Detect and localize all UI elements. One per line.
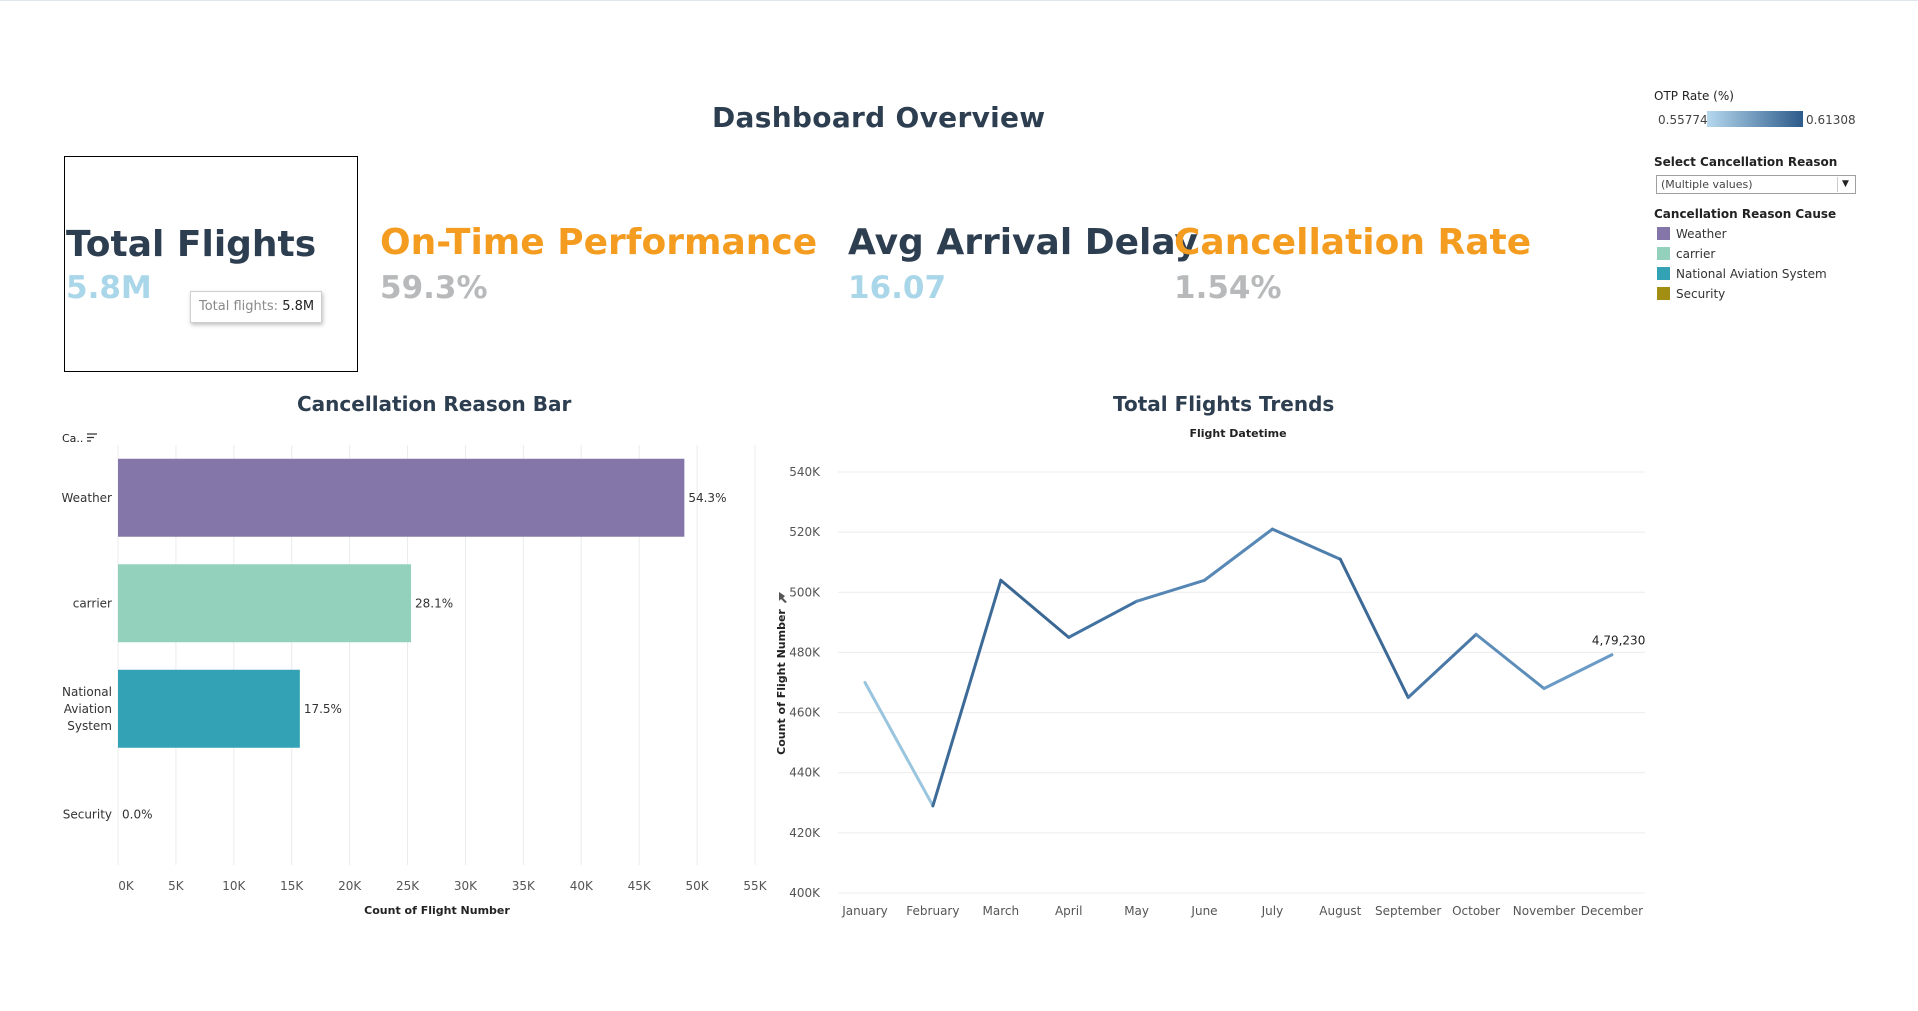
dashboard-title: Dashboard Overview bbox=[712, 101, 1046, 134]
bar-national-aviation-system[interactable] bbox=[118, 669, 300, 748]
x-tick-label: December bbox=[1581, 904, 1643, 918]
y-tick-label: 400K bbox=[789, 886, 821, 900]
avg-delay-label: Avg Arrival Delay bbox=[848, 222, 1198, 263]
x-tick-label: 55K bbox=[743, 879, 767, 893]
otp-rate-max: 0.61308 bbox=[1806, 113, 1856, 127]
x-axis-title: Count of Flight Number bbox=[364, 904, 510, 917]
y-category-label: Security bbox=[63, 807, 112, 821]
x-tick-label: 5K bbox=[168, 879, 185, 893]
bar-weather[interactable] bbox=[118, 458, 685, 537]
y-tick-label: 440K bbox=[789, 766, 821, 780]
bar-data-label: 0.0% bbox=[122, 807, 153, 821]
tooltip-value: 5.8M bbox=[282, 299, 315, 314]
total-flights-line-chart: Flight Datetime Count of Flight Number 400… bbox=[775, 427, 1645, 918]
end-data-label: 4,79,230 bbox=[1592, 634, 1645, 648]
line-segment-september[interactable] bbox=[1338, 557, 1410, 700]
line-segment-may[interactable] bbox=[1067, 599, 1139, 639]
bar-data-label: 28.1% bbox=[415, 596, 453, 610]
sort-icon[interactable] bbox=[87, 433, 97, 442]
sort-header-label: Ca.. bbox=[62, 432, 83, 445]
x-tick-label: 10K bbox=[222, 879, 246, 893]
x-tick-label: August bbox=[1319, 904, 1361, 918]
y-category-label: System bbox=[67, 719, 112, 733]
legend-swatch bbox=[1657, 227, 1670, 240]
y-category-label: Aviation bbox=[64, 702, 112, 716]
line-segment-october[interactable] bbox=[1406, 632, 1478, 700]
y-tick-label: 540K bbox=[789, 465, 821, 479]
total-flights-label: Total Flights bbox=[66, 224, 317, 265]
total-flights-tooltip: Total flights: 5.8M bbox=[190, 291, 322, 323]
legend-item-nas[interactable]: National Aviation System bbox=[1657, 267, 1827, 283]
x-tick-label: March bbox=[983, 904, 1020, 918]
x-tick-label: 0K bbox=[118, 879, 135, 893]
cancellation-reason-bar-chart: Ca.. 0K 5K 10K 15K 20K 25K 30K 35K 40K 45K 50K 55K Co… bbox=[61, 432, 767, 917]
bar-chart-title: Cancellation Reason Bar bbox=[297, 392, 572, 416]
bar-carrier[interactable] bbox=[118, 564, 412, 643]
x-tick-label: September bbox=[1375, 904, 1441, 918]
x-tick-label: 35K bbox=[512, 879, 536, 893]
cancellation-reason-dropdown[interactable]: (Multiple values) ▼ bbox=[1656, 175, 1856, 194]
x-tick-label: 25K bbox=[396, 879, 420, 893]
avg-delay-value[interactable]: 16.07 bbox=[848, 270, 947, 306]
line-segment-december[interactable] bbox=[1542, 653, 1614, 691]
legend-item-security[interactable]: Security bbox=[1657, 287, 1725, 303]
x-tick-label: October bbox=[1452, 904, 1500, 918]
y-tick-label: 460K bbox=[789, 706, 821, 720]
chevron-down-icon[interactable]: ▼ bbox=[1837, 177, 1853, 192]
y-category-label: carrier bbox=[73, 596, 112, 610]
filter-title: Select Cancellation Reason bbox=[1654, 155, 1838, 169]
x-tick-label: July bbox=[1261, 904, 1284, 918]
top-border bbox=[0, 0, 1918, 1]
x-tick-label: 15K bbox=[280, 879, 304, 893]
y-category-label: National bbox=[62, 685, 112, 699]
x-tick-label: 30K bbox=[454, 879, 478, 893]
otp-rate-legend-title: OTP Rate (%) bbox=[1654, 89, 1734, 103]
cancel-rate-value[interactable]: 1.54% bbox=[1174, 270, 1282, 306]
x-tick-label: 45K bbox=[628, 879, 652, 893]
y-tick-label: 480K bbox=[789, 645, 821, 659]
x-tick-label: January bbox=[841, 904, 888, 918]
x-tick-label: February bbox=[906, 904, 959, 918]
x-tick-label: June bbox=[1190, 904, 1217, 918]
line-segment-february[interactable] bbox=[863, 681, 935, 808]
x-tick-label: April bbox=[1055, 904, 1082, 918]
line-segment-march[interactable] bbox=[931, 578, 1003, 808]
x-tick-label: November bbox=[1513, 904, 1575, 918]
tooltip-key: Total flights: bbox=[199, 299, 279, 314]
x-tick-label: 40K bbox=[570, 879, 594, 893]
bar-data-label: 17.5% bbox=[304, 702, 342, 716]
x-tick-label: 20K bbox=[338, 879, 362, 893]
cause-legend-title: Cancellation Reason Cause bbox=[1654, 207, 1837, 221]
otp-rate-gradient bbox=[1707, 111, 1803, 127]
line-segment-july[interactable] bbox=[1203, 527, 1274, 582]
total-flights-value[interactable]: 5.8M bbox=[66, 270, 152, 306]
y-category-label: Weather bbox=[61, 491, 112, 505]
bar-data-label: 54.3% bbox=[688, 491, 726, 505]
otp-value[interactable]: 59.3% bbox=[380, 270, 488, 306]
legend-swatch bbox=[1657, 247, 1670, 260]
total-flights-kpi-selected[interactable] bbox=[64, 156, 358, 372]
otp-rate-min: 0.55774 bbox=[1658, 113, 1708, 127]
line-segment-november[interactable] bbox=[1474, 632, 1546, 691]
legend-item-weather[interactable]: Weather bbox=[1657, 227, 1727, 243]
otp-label: On-Time Performance bbox=[380, 222, 818, 263]
line-chart-title: Total Flights Trends bbox=[1113, 392, 1335, 416]
y-tick-label: 420K bbox=[789, 826, 821, 840]
cancel-rate-label: Cancellation Rate bbox=[1174, 222, 1532, 263]
legend-swatch bbox=[1657, 267, 1670, 280]
dropdown-value: (Multiple values) bbox=[1661, 178, 1753, 191]
y-tick-label: 500K bbox=[789, 585, 821, 599]
legend-item-carrier[interactable]: carrier bbox=[1657, 247, 1715, 263]
legend-swatch bbox=[1657, 287, 1670, 300]
pin-icon[interactable] bbox=[779, 592, 787, 603]
line-segment-august[interactable] bbox=[1270, 527, 1342, 561]
y-axis-title: Count of Flight Number bbox=[775, 609, 788, 755]
x-tick-label: May bbox=[1124, 904, 1149, 918]
y-tick-label: 520K bbox=[789, 525, 821, 539]
line-segment-june[interactable] bbox=[1135, 578, 1206, 603]
line-chart-subtitle: Flight Datetime bbox=[1189, 427, 1286, 440]
line-segment-april[interactable] bbox=[999, 578, 1071, 639]
x-tick-label: 50K bbox=[686, 879, 710, 893]
